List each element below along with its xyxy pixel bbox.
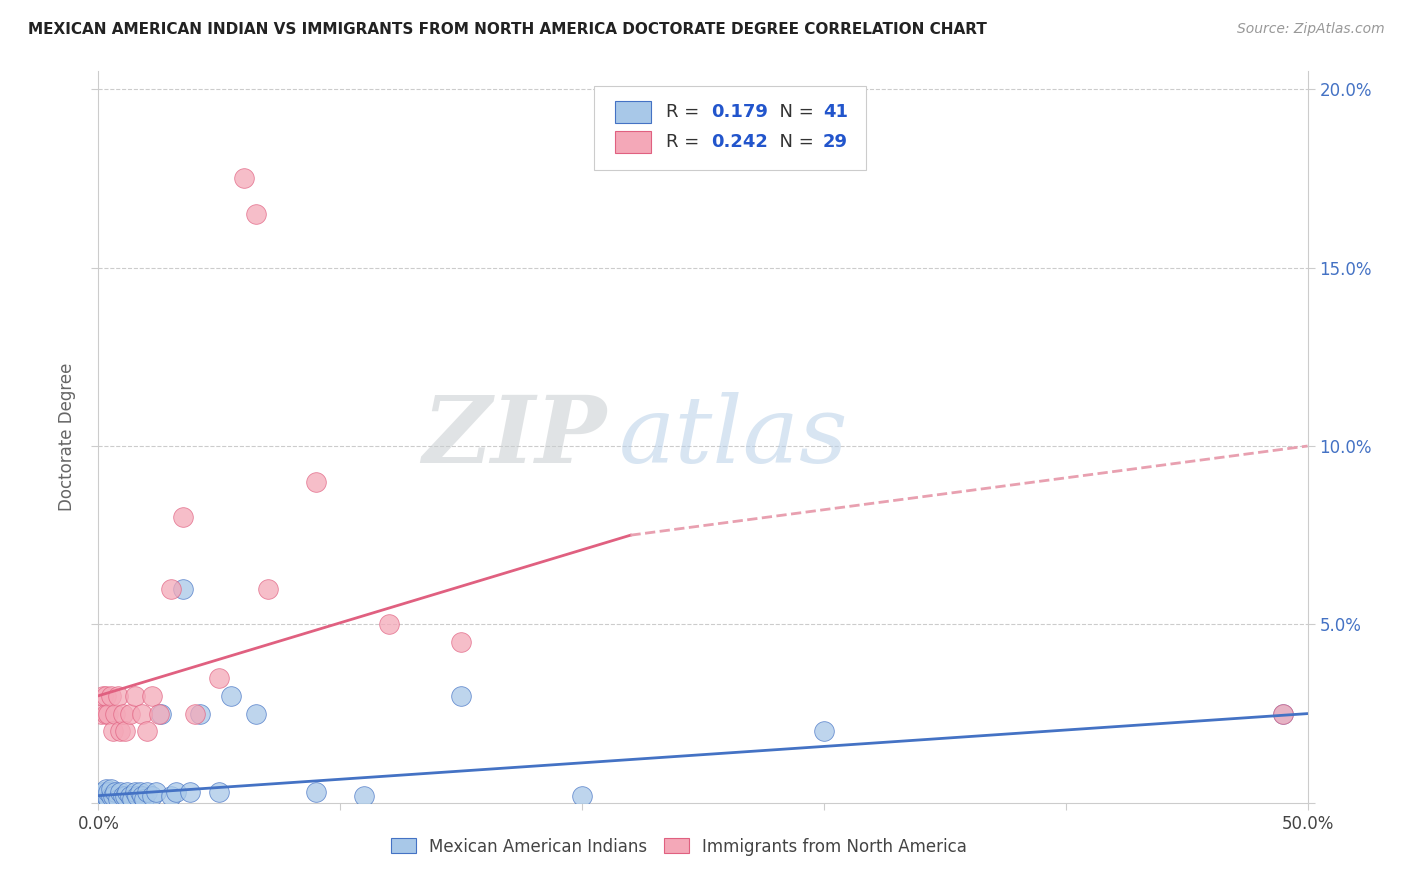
Point bbox=[111, 706, 134, 721]
Text: Source: ZipAtlas.com: Source: ZipAtlas.com bbox=[1237, 22, 1385, 37]
Point bbox=[256, 582, 278, 596]
Text: N =: N = bbox=[768, 103, 820, 120]
Point bbox=[94, 706, 117, 721]
Point bbox=[145, 785, 167, 799]
Point bbox=[104, 706, 127, 721]
Text: 29: 29 bbox=[823, 133, 848, 152]
Point bbox=[124, 785, 146, 799]
Point bbox=[107, 689, 129, 703]
Point bbox=[208, 671, 231, 685]
Text: 41: 41 bbox=[823, 103, 848, 120]
FancyBboxPatch shape bbox=[595, 86, 866, 170]
Point bbox=[1272, 706, 1295, 721]
Point bbox=[305, 785, 328, 799]
Point bbox=[208, 785, 231, 799]
Point bbox=[100, 781, 122, 796]
Point bbox=[100, 789, 122, 803]
Point bbox=[134, 792, 156, 806]
Point bbox=[305, 475, 328, 489]
Point bbox=[165, 785, 187, 799]
Text: atlas: atlas bbox=[619, 392, 848, 482]
Point bbox=[179, 785, 201, 799]
Point bbox=[148, 706, 170, 721]
Point bbox=[97, 792, 120, 806]
Point bbox=[160, 582, 183, 596]
Point bbox=[91, 792, 114, 806]
Point bbox=[100, 689, 122, 703]
Point bbox=[90, 706, 112, 721]
Point bbox=[141, 789, 163, 803]
Text: 0.242: 0.242 bbox=[711, 133, 768, 152]
Point bbox=[91, 689, 114, 703]
Point bbox=[450, 635, 472, 649]
Point bbox=[97, 706, 120, 721]
Point bbox=[114, 789, 136, 803]
Point bbox=[188, 706, 211, 721]
Point bbox=[124, 689, 146, 703]
Point bbox=[108, 724, 131, 739]
Point bbox=[101, 789, 124, 803]
Point bbox=[121, 792, 143, 806]
Point bbox=[111, 789, 134, 803]
Point bbox=[90, 789, 112, 803]
Y-axis label: Doctorate Degree: Doctorate Degree bbox=[58, 363, 76, 511]
Point bbox=[94, 789, 117, 803]
Point bbox=[114, 724, 136, 739]
Point bbox=[117, 785, 139, 799]
Point bbox=[184, 706, 207, 721]
Point bbox=[94, 781, 117, 796]
Point bbox=[571, 789, 593, 803]
Point bbox=[353, 789, 375, 803]
Point bbox=[221, 689, 243, 703]
Point bbox=[245, 207, 267, 221]
Point bbox=[450, 689, 472, 703]
Point bbox=[135, 724, 157, 739]
Point bbox=[131, 706, 153, 721]
Point bbox=[150, 706, 173, 721]
Text: R =: R = bbox=[665, 103, 704, 120]
Point bbox=[118, 706, 141, 721]
Legend: Mexican American Indians, Immigrants from North America: Mexican American Indians, Immigrants fro… bbox=[382, 830, 976, 864]
Text: R =: R = bbox=[665, 133, 704, 152]
FancyBboxPatch shape bbox=[614, 101, 651, 122]
Point bbox=[127, 789, 149, 803]
Point bbox=[131, 789, 153, 803]
Point bbox=[135, 785, 157, 799]
Point bbox=[94, 689, 117, 703]
Point bbox=[245, 706, 267, 721]
Point bbox=[91, 785, 114, 799]
Text: 0.179: 0.179 bbox=[711, 103, 768, 120]
Point bbox=[104, 785, 127, 799]
FancyBboxPatch shape bbox=[614, 131, 651, 153]
Text: ZIP: ZIP bbox=[422, 392, 606, 482]
Text: MEXICAN AMERICAN INDIAN VS IMMIGRANTS FROM NORTH AMERICA DOCTORATE DEGREE CORREL: MEXICAN AMERICAN INDIAN VS IMMIGRANTS FR… bbox=[28, 22, 987, 37]
Point bbox=[1272, 706, 1295, 721]
Point bbox=[108, 785, 131, 799]
Point bbox=[172, 582, 194, 596]
Point bbox=[107, 792, 129, 806]
Point bbox=[141, 689, 163, 703]
Text: N =: N = bbox=[768, 133, 820, 152]
Point bbox=[128, 785, 150, 799]
Point bbox=[97, 785, 120, 799]
Point bbox=[377, 617, 399, 632]
Point bbox=[101, 724, 124, 739]
Point bbox=[172, 510, 194, 524]
Point bbox=[813, 724, 835, 739]
Point bbox=[118, 789, 141, 803]
Point bbox=[160, 789, 183, 803]
Point bbox=[232, 171, 254, 186]
